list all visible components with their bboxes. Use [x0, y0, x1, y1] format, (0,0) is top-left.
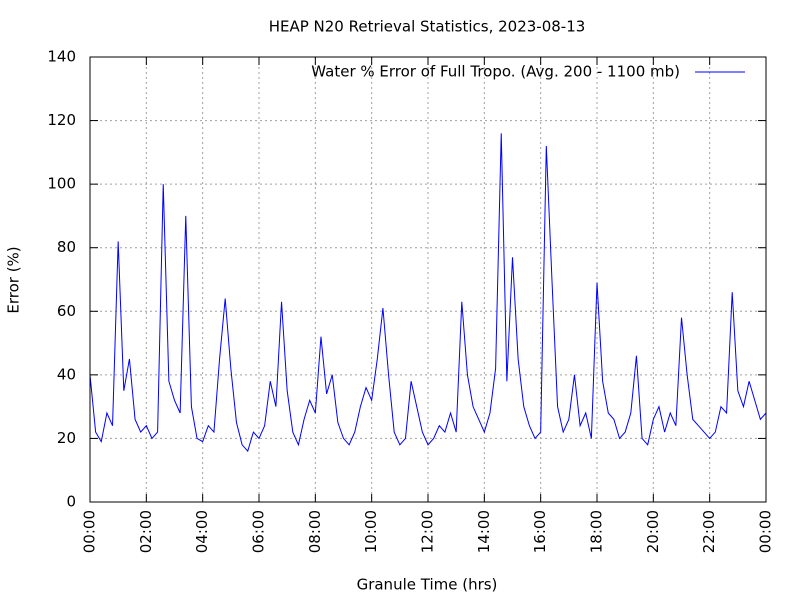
x-tick-label: 02:00 — [137, 510, 155, 553]
y-tick-label: 20 — [57, 429, 76, 447]
data-line — [89, 133, 767, 453]
legend-label: Water % Error of Full Tropo. (Avg. 200 -… — [311, 63, 680, 81]
x-tick-label: 10:00 — [362, 510, 380, 553]
x-tick-label: 20:00 — [644, 510, 662, 553]
x-tick-label: 00:00 — [81, 510, 99, 553]
y-tick-label: 0 — [66, 493, 76, 511]
y-tick-label: 80 — [57, 238, 76, 256]
x-axis-label: Granule Time (hrs) — [357, 576, 498, 594]
y-tick-label: 140 — [47, 48, 76, 66]
x-tick-label: 16:00 — [531, 510, 549, 553]
y-tick-label: 100 — [47, 175, 76, 193]
y-axis-label: Error (%) — [5, 246, 23, 313]
y-tick-label: 120 — [47, 111, 76, 129]
x-tick-label: 22:00 — [700, 510, 718, 553]
plot-border — [89, 56, 767, 503]
y-tick-label: 60 — [57, 302, 76, 320]
x-tick-label: 06:00 — [250, 510, 268, 553]
x-tick-label: 00:00 — [757, 510, 775, 553]
x-tick-label: 18:00 — [588, 510, 606, 553]
y-tick-label: 40 — [57, 365, 76, 383]
x-tick-label: 14:00 — [475, 510, 493, 553]
x-tick-label: 08:00 — [306, 510, 324, 553]
x-tick-label: 12:00 — [419, 510, 437, 553]
chart-title: HEAP N20 Retrieval Statistics, 2023-08-1… — [269, 18, 586, 36]
x-tick-label: 04:00 — [193, 510, 211, 553]
